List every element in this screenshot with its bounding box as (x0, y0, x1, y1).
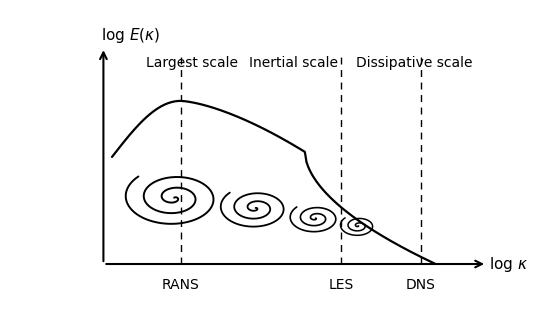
Text: log $\kappa$: log $\kappa$ (489, 255, 528, 273)
Text: RANS: RANS (161, 278, 200, 292)
Text: Largest scale: Largest scale (146, 56, 238, 70)
Text: Dissipative scale: Dissipative scale (356, 56, 473, 70)
Text: LES: LES (328, 278, 354, 292)
Text: log $E(\kappa)$: log $E(\kappa)$ (101, 26, 160, 45)
Text: Inertial scale: Inertial scale (249, 56, 338, 70)
Text: DNS: DNS (405, 278, 436, 292)
